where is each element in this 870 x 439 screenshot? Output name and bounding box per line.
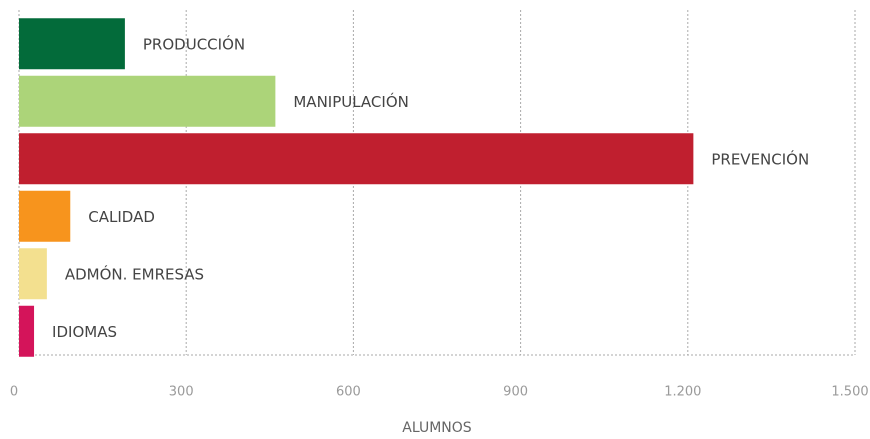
bar-label: MANIPULACIÓN [293,92,409,111]
bar-label: PREVENCIÓN [711,149,809,168]
x-tick-label: 1.500 [831,385,868,400]
bar [19,190,71,242]
bar-label: ADMÓN. EMRESAS [65,264,204,283]
bar-label: PRODUCCIÓN [143,34,245,53]
bar-label: IDIOMAS [52,323,117,341]
x-tick-label: 600 [336,385,361,400]
bar [19,133,694,185]
x-tick-label: 1.200 [664,385,701,400]
x-axis-title: ALUMNOS [402,420,471,436]
bar-label: CALIDAD [88,208,155,226]
bar [19,18,125,70]
x-tick-label: 300 [169,385,194,400]
bar [19,75,276,127]
bar [19,305,35,357]
x-tick-label: 0 [10,385,18,400]
x-tick-label: 900 [503,385,528,400]
bar [19,248,47,300]
